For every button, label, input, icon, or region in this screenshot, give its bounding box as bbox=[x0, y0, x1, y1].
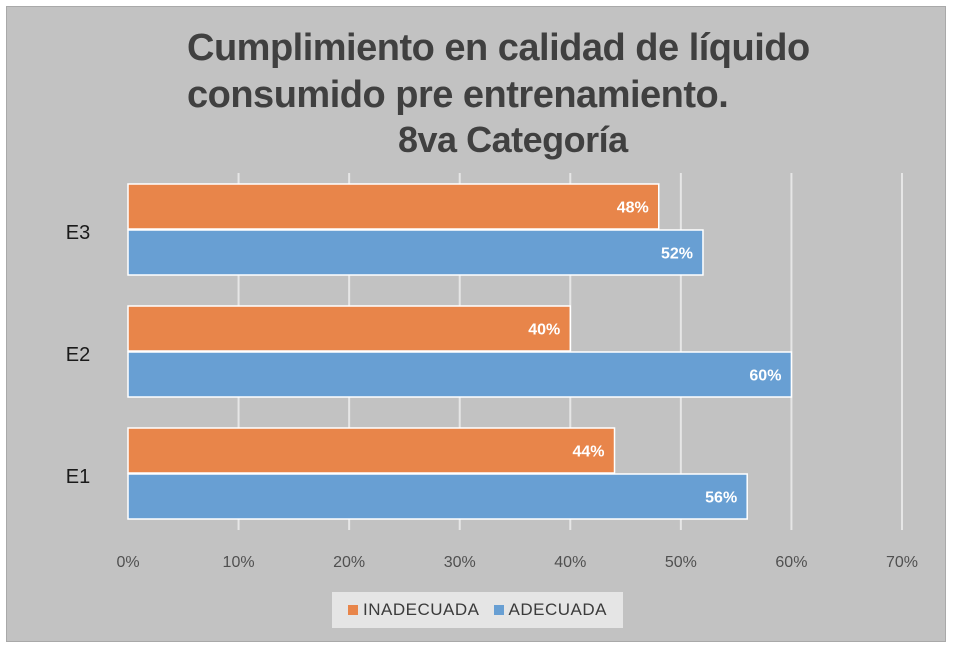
data-label-inadecuada-e3: 48% bbox=[617, 200, 649, 217]
chart-title: Cumplimiento en calidad de líquido consu… bbox=[0, 0, 958, 170]
data-label-inadecuada-e2: 40% bbox=[528, 322, 560, 339]
bar-adecuada-e3 bbox=[127, 229, 704, 276]
chart-legend: INADECUADA ADECUADA bbox=[332, 592, 623, 628]
bar-inadecuada-e2 bbox=[127, 305, 572, 352]
bar-inadecuada-e1 bbox=[127, 427, 616, 474]
legend-label-adecuada: ADECUADA bbox=[508, 600, 607, 619]
x-tick-label: 30% bbox=[444, 554, 476, 571]
data-label-adecuada-e1: 56% bbox=[705, 490, 737, 507]
x-tick-label: 60% bbox=[775, 554, 807, 571]
bar-adecuada-e1 bbox=[127, 473, 748, 520]
legend-swatch-adecuada bbox=[493, 605, 504, 615]
data-label-inadecuada-e1: 44% bbox=[572, 444, 604, 461]
x-tick-label: 10% bbox=[223, 554, 255, 571]
x-tick-label: 40% bbox=[554, 554, 586, 571]
category-label-e3: E3 bbox=[66, 222, 90, 244]
legend-label-inadecuada: INADECUADA bbox=[363, 600, 480, 619]
data-label-adecuada-e2: 60% bbox=[749, 368, 781, 385]
legend-swatch-inadecuada bbox=[348, 605, 359, 615]
chart-title-line-2: consumido pre entrenamiento. bbox=[187, 74, 729, 116]
category-label-e2: E2 bbox=[66, 344, 90, 366]
category-label-e1: E1 bbox=[66, 466, 90, 488]
data-label-adecuada-e3: 52% bbox=[661, 246, 693, 263]
chart-title-line-3: 8va Categoría bbox=[398, 119, 628, 160]
bar-inadecuada-e3 bbox=[127, 183, 660, 230]
chart-title-line-1: Cumplimiento en calidad de líquido bbox=[187, 27, 810, 69]
legend-item-inadecuada: INADECUADA bbox=[348, 600, 479, 620]
bar-adecuada-e2 bbox=[127, 351, 793, 398]
legend-item-adecuada: ADECUADA bbox=[493, 600, 607, 620]
x-tick-label: 20% bbox=[333, 554, 365, 571]
x-tick-label: 50% bbox=[665, 554, 697, 571]
x-tick-label: 70% bbox=[886, 554, 918, 571]
x-tick-label: 0% bbox=[116, 554, 139, 571]
